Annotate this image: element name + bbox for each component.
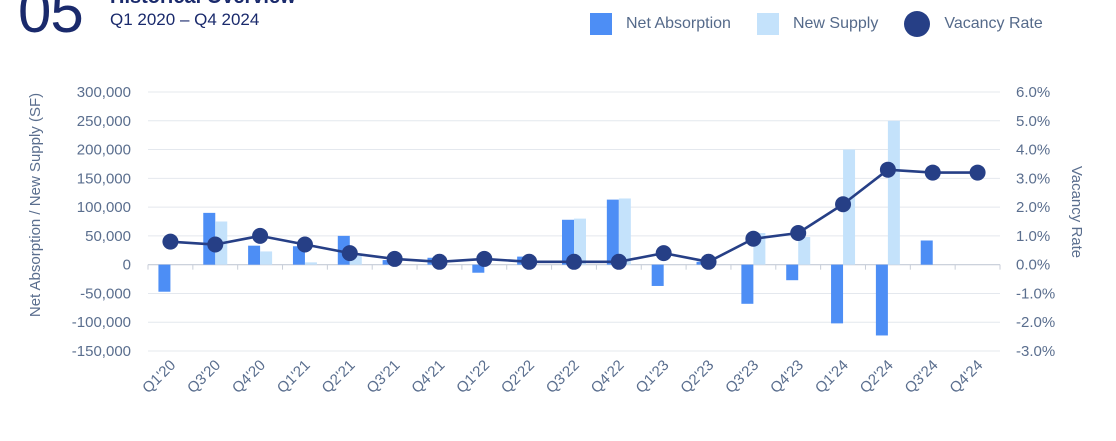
y-tick-label: 300,000	[77, 84, 131, 101]
vacancy-rate-point	[655, 245, 672, 262]
vacancy-rate-point	[386, 250, 403, 267]
y2-tick-label: 3.0%	[1016, 170, 1050, 187]
section-number: 05	[18, 0, 84, 45]
legend-swatch-net-absorption	[590, 13, 612, 35]
bar-net-absorption	[248, 245, 261, 265]
vacancy-rate-point	[790, 225, 807, 242]
y2-tick-label: 5.0%	[1016, 113, 1050, 130]
x-tick-label: Q1'22	[453, 357, 493, 397]
x-tick-label: Q3'21	[363, 357, 403, 397]
bar-net-absorption	[831, 264, 844, 324]
y-tick-label: -150,000	[72, 343, 131, 360]
bar-new-supply	[618, 198, 631, 265]
vacancy-rate-point	[700, 253, 717, 270]
legend-label-net-absorption: Net Absorption	[626, 15, 731, 32]
vacancy-rate-point	[252, 227, 269, 244]
bar-new-supply	[260, 251, 273, 265]
x-tick-label: Q1'21	[274, 357, 314, 397]
x-tick-label: Q2'24	[857, 357, 897, 397]
vacancy-rate-point	[296, 236, 313, 253]
bar-new-supply	[798, 237, 811, 265]
y-tick-label: -50,000	[80, 285, 131, 302]
x-tick-label: Q4'21	[408, 357, 448, 397]
x-tick-label: Q3'22	[543, 357, 583, 397]
x-tick-label: Q3'24	[902, 357, 942, 397]
y-tick-label: 100,000	[77, 199, 131, 216]
vacancy-rate-point	[745, 230, 762, 247]
y-tick-label: 150,000	[77, 170, 131, 187]
x-tick-label: Q4'23	[767, 357, 807, 397]
bar-net-absorption	[875, 264, 888, 336]
chart-legend: Net Absorption New Supply Vacancy Rate	[590, 11, 1069, 37]
bar-net-absorption	[786, 264, 799, 281]
x-tick-label: Q2'22	[498, 357, 538, 397]
vacancy-rate-point	[924, 164, 941, 181]
x-tick-label: Q3'20	[184, 357, 224, 397]
bar-net-absorption	[920, 240, 933, 265]
legend-label-new-supply: New Supply	[792, 15, 879, 32]
x-tick-label: Q4'22	[588, 357, 628, 397]
legend-item-net-absorption: Net Absorption	[590, 13, 731, 35]
legend-swatch-new-supply	[756, 13, 779, 35]
vacancy-rate-point	[610, 253, 627, 270]
vacancy-rate-point	[835, 196, 852, 213]
bar-net-absorption	[606, 199, 619, 265]
y-tick-label: -100,000	[72, 314, 131, 331]
legend-item-new-supply: New Supply	[756, 13, 879, 35]
bar-net-absorption	[562, 219, 574, 265]
vacancy-rate-point	[879, 161, 896, 178]
y2-tick-label: 1.0%	[1016, 228, 1050, 245]
y-tick-label: 50,000	[85, 228, 131, 245]
x-tick-label: Q2'23	[677, 357, 717, 397]
y-tick-label: 250,000	[77, 113, 131, 130]
bar-net-absorption	[472, 264, 485, 273]
y2-tick-label: 2.0%	[1016, 199, 1050, 216]
x-tick-label: Q1'20	[139, 357, 179, 397]
vacancy-rate-point	[969, 164, 986, 181]
bar-net-absorption	[158, 264, 171, 292]
bar-net-absorption	[651, 264, 664, 286]
vacancy-rate-point	[207, 236, 224, 253]
page-subtitle: Q1 2020 – Q4 2024	[110, 10, 260, 29]
y2-tick-label: 4.0%	[1016, 142, 1050, 159]
vacancy-rate-point	[162, 233, 179, 250]
vacancy-rate-point	[566, 253, 582, 270]
y2-tick-label: -2.0%	[1016, 314, 1055, 331]
vacancy-rate-point	[476, 250, 493, 267]
bar-net-absorption	[741, 264, 754, 304]
y-tick-label: 0	[123, 257, 131, 274]
x-tick-label: Q1'24	[812, 357, 852, 397]
y2-tick-label: -3.0%	[1016, 343, 1055, 360]
vacancy-rate-point	[341, 245, 358, 262]
bar-new-supply	[574, 218, 586, 265]
bar-new-supply	[349, 256, 362, 265]
x-tick-label: Q1'23	[633, 357, 673, 397]
y2-axis-title: Vacancy Rate	[1068, 166, 1085, 258]
y2-tick-label: -1.0%	[1016, 285, 1055, 302]
x-tick-label: Q4'24	[946, 357, 986, 397]
y-tick-label: 200,000	[77, 142, 131, 159]
vacancy-rate-point	[521, 253, 538, 270]
x-tick-label: Q3'23	[722, 357, 762, 397]
legend-label-vacancy-rate: Vacancy Rate	[944, 15, 1043, 32]
x-tick-label: Q4'20	[229, 357, 269, 397]
vacancy-rate-point	[431, 253, 448, 270]
y-axis-title: Net Absorption / New Supply (SF)	[27, 93, 44, 317]
x-tick-label: Q2'21	[319, 357, 359, 397]
legend-item-vacancy-rate: Vacancy Rate	[904, 11, 1043, 37]
bar-new-supply	[887, 120, 900, 265]
y2-tick-label: 6.0%	[1016, 84, 1050, 101]
y2-tick-label: 0.0%	[1016, 257, 1050, 274]
bar-new-supply	[304, 262, 317, 265]
legend-marker-vacancy-rate	[904, 11, 931, 37]
page-title: Historical Overview	[110, 0, 296, 9]
